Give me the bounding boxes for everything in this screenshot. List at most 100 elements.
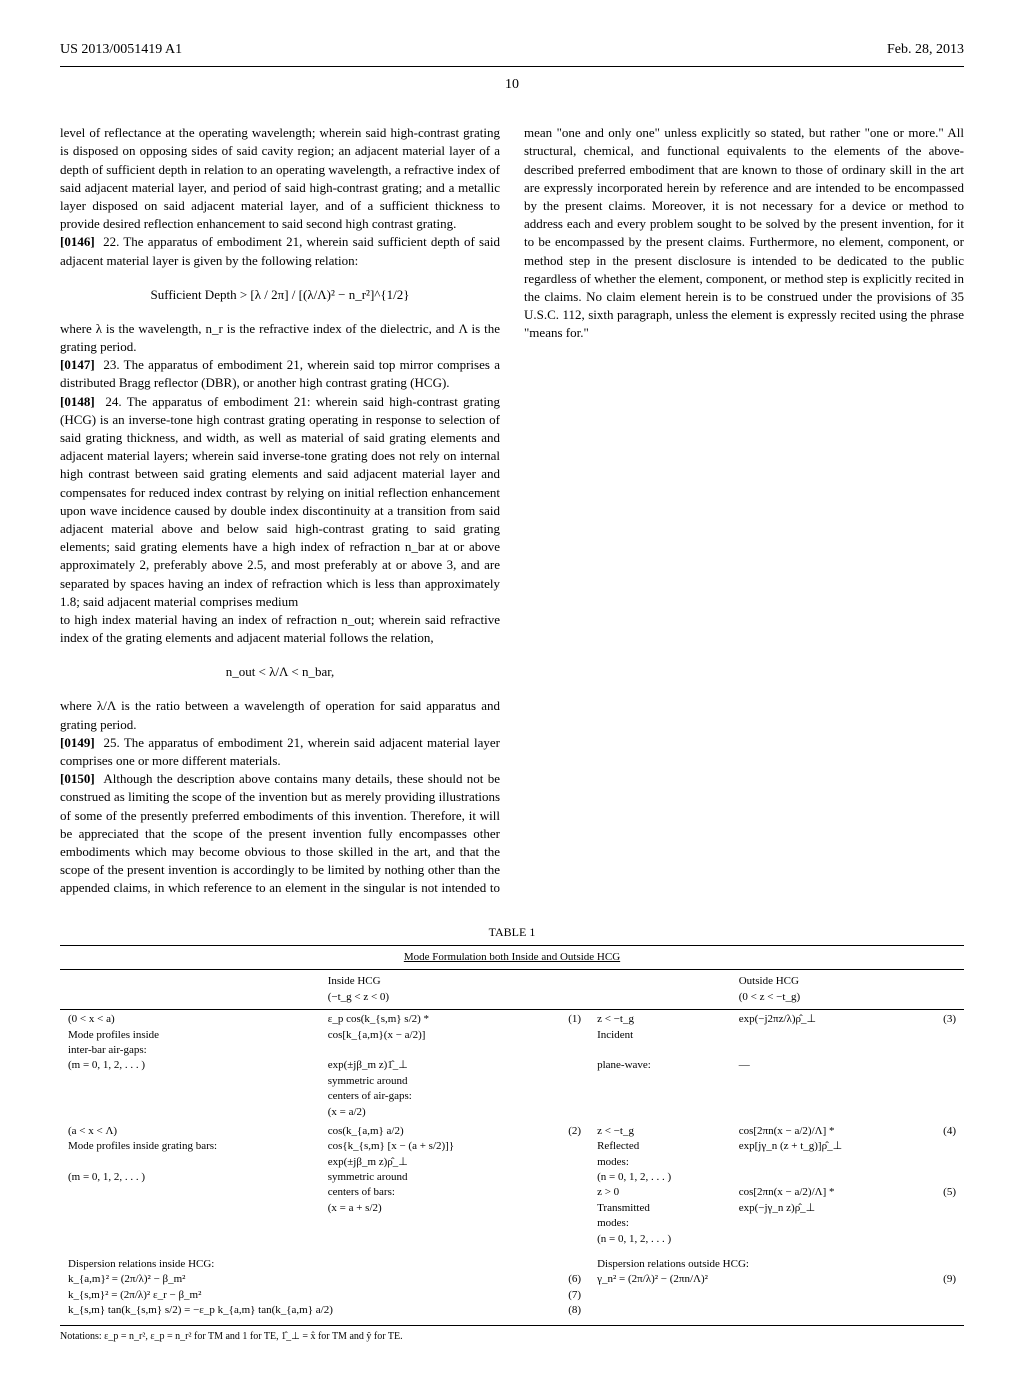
th-sub: (−t_g < z < 0) xyxy=(328,991,389,1003)
disp-eq: γ_n² = (2π/λ)² − (2πn/Λ)² xyxy=(597,1273,708,1285)
cell-line: (n = 0, 1, 2, . . . ) xyxy=(597,1171,671,1183)
cell-line: z < −t_g xyxy=(597,1125,634,1137)
th-label: Inside HCG xyxy=(328,975,381,987)
cell: z < −t_g Reflected modes: (n = 0, 1, 2, … xyxy=(589,1122,731,1249)
eq-num: (3) xyxy=(919,1010,964,1122)
main-content: level of reflectance at the operating wa… xyxy=(60,124,964,904)
cell-line: exp(±jβ_m z)1̂_⊥ xyxy=(328,1059,408,1071)
th-label: Outside HCG xyxy=(739,975,799,987)
cell-line: modes: xyxy=(597,1156,629,1168)
formula-nout: n_out < λ/Λ < n_bar, xyxy=(60,663,500,681)
cell-line: (x = a/2) xyxy=(328,1106,366,1118)
para-text: 22. The apparatus of embodiment 21, wher… xyxy=(60,234,500,267)
cell-line: symmetric around xyxy=(328,1171,408,1183)
table-head-empty xyxy=(919,970,964,1010)
cell-line: modes: xyxy=(597,1217,629,1229)
doc-number: US 2013/0051419 A1 xyxy=(60,40,182,60)
table-1: Mode Formulation both Inside and Outside… xyxy=(60,945,964,1326)
cell: cos[2πn(x − a/2)/Λ] * exp[jγ_n (z + t_g)… xyxy=(731,1122,919,1249)
eq-line: (4) xyxy=(943,1125,956,1137)
eq-num: (9) xyxy=(919,1249,964,1321)
dispersion-outside: Dispersion relations outside HCG: γ_n² =… xyxy=(589,1249,919,1321)
eq-line: (8) xyxy=(568,1304,581,1316)
para-where-1: where λ is the wavelength, n_r is the re… xyxy=(60,320,500,356)
eq-line: (9) xyxy=(943,1273,956,1285)
table-label: TABLE 1 xyxy=(60,924,964,941)
disp-eq: k_{s,m}² = (2π/λ)² ε_r − β_m² xyxy=(68,1289,201,1301)
para-num: [0149] xyxy=(60,735,95,750)
table-head-empty xyxy=(60,970,320,1010)
cell-line: centers of bars: xyxy=(328,1186,395,1198)
para-continuation: level of reflectance at the operating wa… xyxy=(60,124,500,233)
para-where-2: where λ/Λ is the ratio between a wavelen… xyxy=(60,697,500,733)
table-title: Mode Formulation both Inside and Outside… xyxy=(60,945,964,969)
para-0148: [0148] 24. The apparatus of embodiment 2… xyxy=(60,393,500,611)
cell-line: symmetric around xyxy=(328,1075,408,1087)
dispersion-inside: Dispersion relations inside HCG: k_{a,m}… xyxy=(60,1249,544,1321)
th-sub: (0 < z < −t_g) xyxy=(739,991,800,1003)
disp-label: Dispersion relations inside HCG: xyxy=(68,1258,214,1270)
cell-line: (m = 0, 1, 2, . . . ) xyxy=(68,1171,145,1183)
cell-line: — xyxy=(739,1059,750,1071)
table-head-outside: Outside HCG (0 < z < −t_g) xyxy=(731,970,919,1010)
cell-line: (a < x < Λ) xyxy=(68,1125,117,1137)
table-head-empty xyxy=(544,970,589,1010)
doc-date: Feb. 28, 2013 xyxy=(887,40,964,60)
table-head-inside: Inside HCG (−t_g < z < 0) xyxy=(320,970,544,1010)
header-divider xyxy=(60,66,964,67)
cell-line: (x = a + s/2) xyxy=(328,1202,382,1214)
formula-sufficient-depth: Sufficient Depth > [λ / 2π] / [(λ/Λ)² − … xyxy=(60,286,500,304)
cell: exp(−j2πz/λ)ρ̂_⊥ — xyxy=(731,1010,919,1122)
disp-eq: k_{a,m}² = (2π/λ)² − β_m² xyxy=(68,1273,185,1285)
table-row: (a < x < Λ) Mode profiles inside grating… xyxy=(60,1122,964,1249)
cell-line: z > 0 xyxy=(597,1186,619,1198)
cell-line: Incident xyxy=(597,1029,633,1041)
para-0149: [0149] 25. The apparatus of embodiment 2… xyxy=(60,734,500,770)
para-text: 25. The apparatus of embodiment 21, wher… xyxy=(60,735,500,768)
cell-line: exp[jγ_n (z + t_g)]ρ̂_⊥ xyxy=(739,1140,842,1152)
cell-line: ε_p cos(k_{s,m} s/2) * xyxy=(328,1013,429,1025)
cell-line: inter-bar air-gaps: xyxy=(68,1044,147,1056)
cell-line: exp(−jγ_n z)ρ̂_⊥ xyxy=(739,1202,816,1214)
eq-num: (4) (5) xyxy=(919,1122,964,1249)
cell-line: Mode profiles inside grating bars: xyxy=(68,1140,217,1152)
para-num: [0146] xyxy=(60,234,95,249)
cell: z < −t_g Incident plane-wave: xyxy=(589,1010,731,1122)
cell-line: z < −t_g xyxy=(597,1013,634,1025)
table-1-section: TABLE 1 Mode Formulation both Inside and… xyxy=(60,924,964,1343)
para-num: [0147] xyxy=(60,357,95,372)
cell: ε_p cos(k_{s,m} s/2) * cos[k_{a,m}(x − a… xyxy=(320,1010,544,1122)
cell-line: cos(k_{a,m} a/2) xyxy=(328,1125,404,1137)
cell-line: Reflected xyxy=(597,1140,639,1152)
para-col2-continuation: to high index material having an index o… xyxy=(60,611,500,647)
disp-eq: k_{s,m} tan(k_{s,m} s/2) = −ε_p k_{a,m} … xyxy=(68,1304,333,1316)
cell-line: cos{k_{s,m} [x − (a + s/2)]} xyxy=(328,1140,454,1152)
cell-line: exp(−j2πz/λ)ρ̂_⊥ xyxy=(739,1013,816,1025)
eq-line: (7) xyxy=(568,1289,581,1301)
table-footnote: Notations: ε_p = n_r², ε_p = n_r² for TM… xyxy=(60,1330,964,1344)
cell-line: centers of air-gaps: xyxy=(328,1090,412,1102)
cell-line: (n = 0, 1, 2, . . . ) xyxy=(597,1233,671,1245)
cell: cos(k_{a,m} a/2) cos{k_{s,m} [x − (a + s… xyxy=(320,1122,544,1249)
para-text: 24. The apparatus of embodiment 21: wher… xyxy=(60,394,500,609)
page-number: 10 xyxy=(60,75,964,95)
cell-line: exp(±jβ_m z)ρ̂_⊥ xyxy=(328,1156,408,1168)
para-0147: [0147] 23. The apparatus of embodiment 2… xyxy=(60,356,500,392)
para-num: [0150] xyxy=(60,771,95,786)
cell-line: (m = 0, 1, 2, . . . ) xyxy=(68,1059,145,1071)
cell: (0 < x < a) Mode profiles inside inter-b… xyxy=(60,1010,320,1122)
cell-line: plane-wave: xyxy=(597,1059,651,1071)
eq-num: (2) xyxy=(544,1122,589,1249)
eq-num: (1) xyxy=(544,1010,589,1122)
eq-line: (5) xyxy=(943,1186,956,1198)
cell-line: Mode profiles inside xyxy=(68,1029,159,1041)
table-row: Dispersion relations inside HCG: k_{a,m}… xyxy=(60,1249,964,1321)
para-text: 23. The apparatus of embodiment 21, wher… xyxy=(60,357,500,390)
table-row: (0 < x < a) Mode profiles inside inter-b… xyxy=(60,1010,964,1122)
cell-line: (0 < x < a) xyxy=(68,1013,115,1025)
cell: (a < x < Λ) Mode profiles inside grating… xyxy=(60,1122,320,1249)
cell-line: cos[k_{a,m}(x − a/2)] xyxy=(328,1029,426,1041)
cell-line: cos[2πn(x − a/2)/Λ] * xyxy=(739,1125,835,1137)
cell-line: Transmitted xyxy=(597,1202,650,1214)
para-num: [0148] xyxy=(60,394,95,409)
